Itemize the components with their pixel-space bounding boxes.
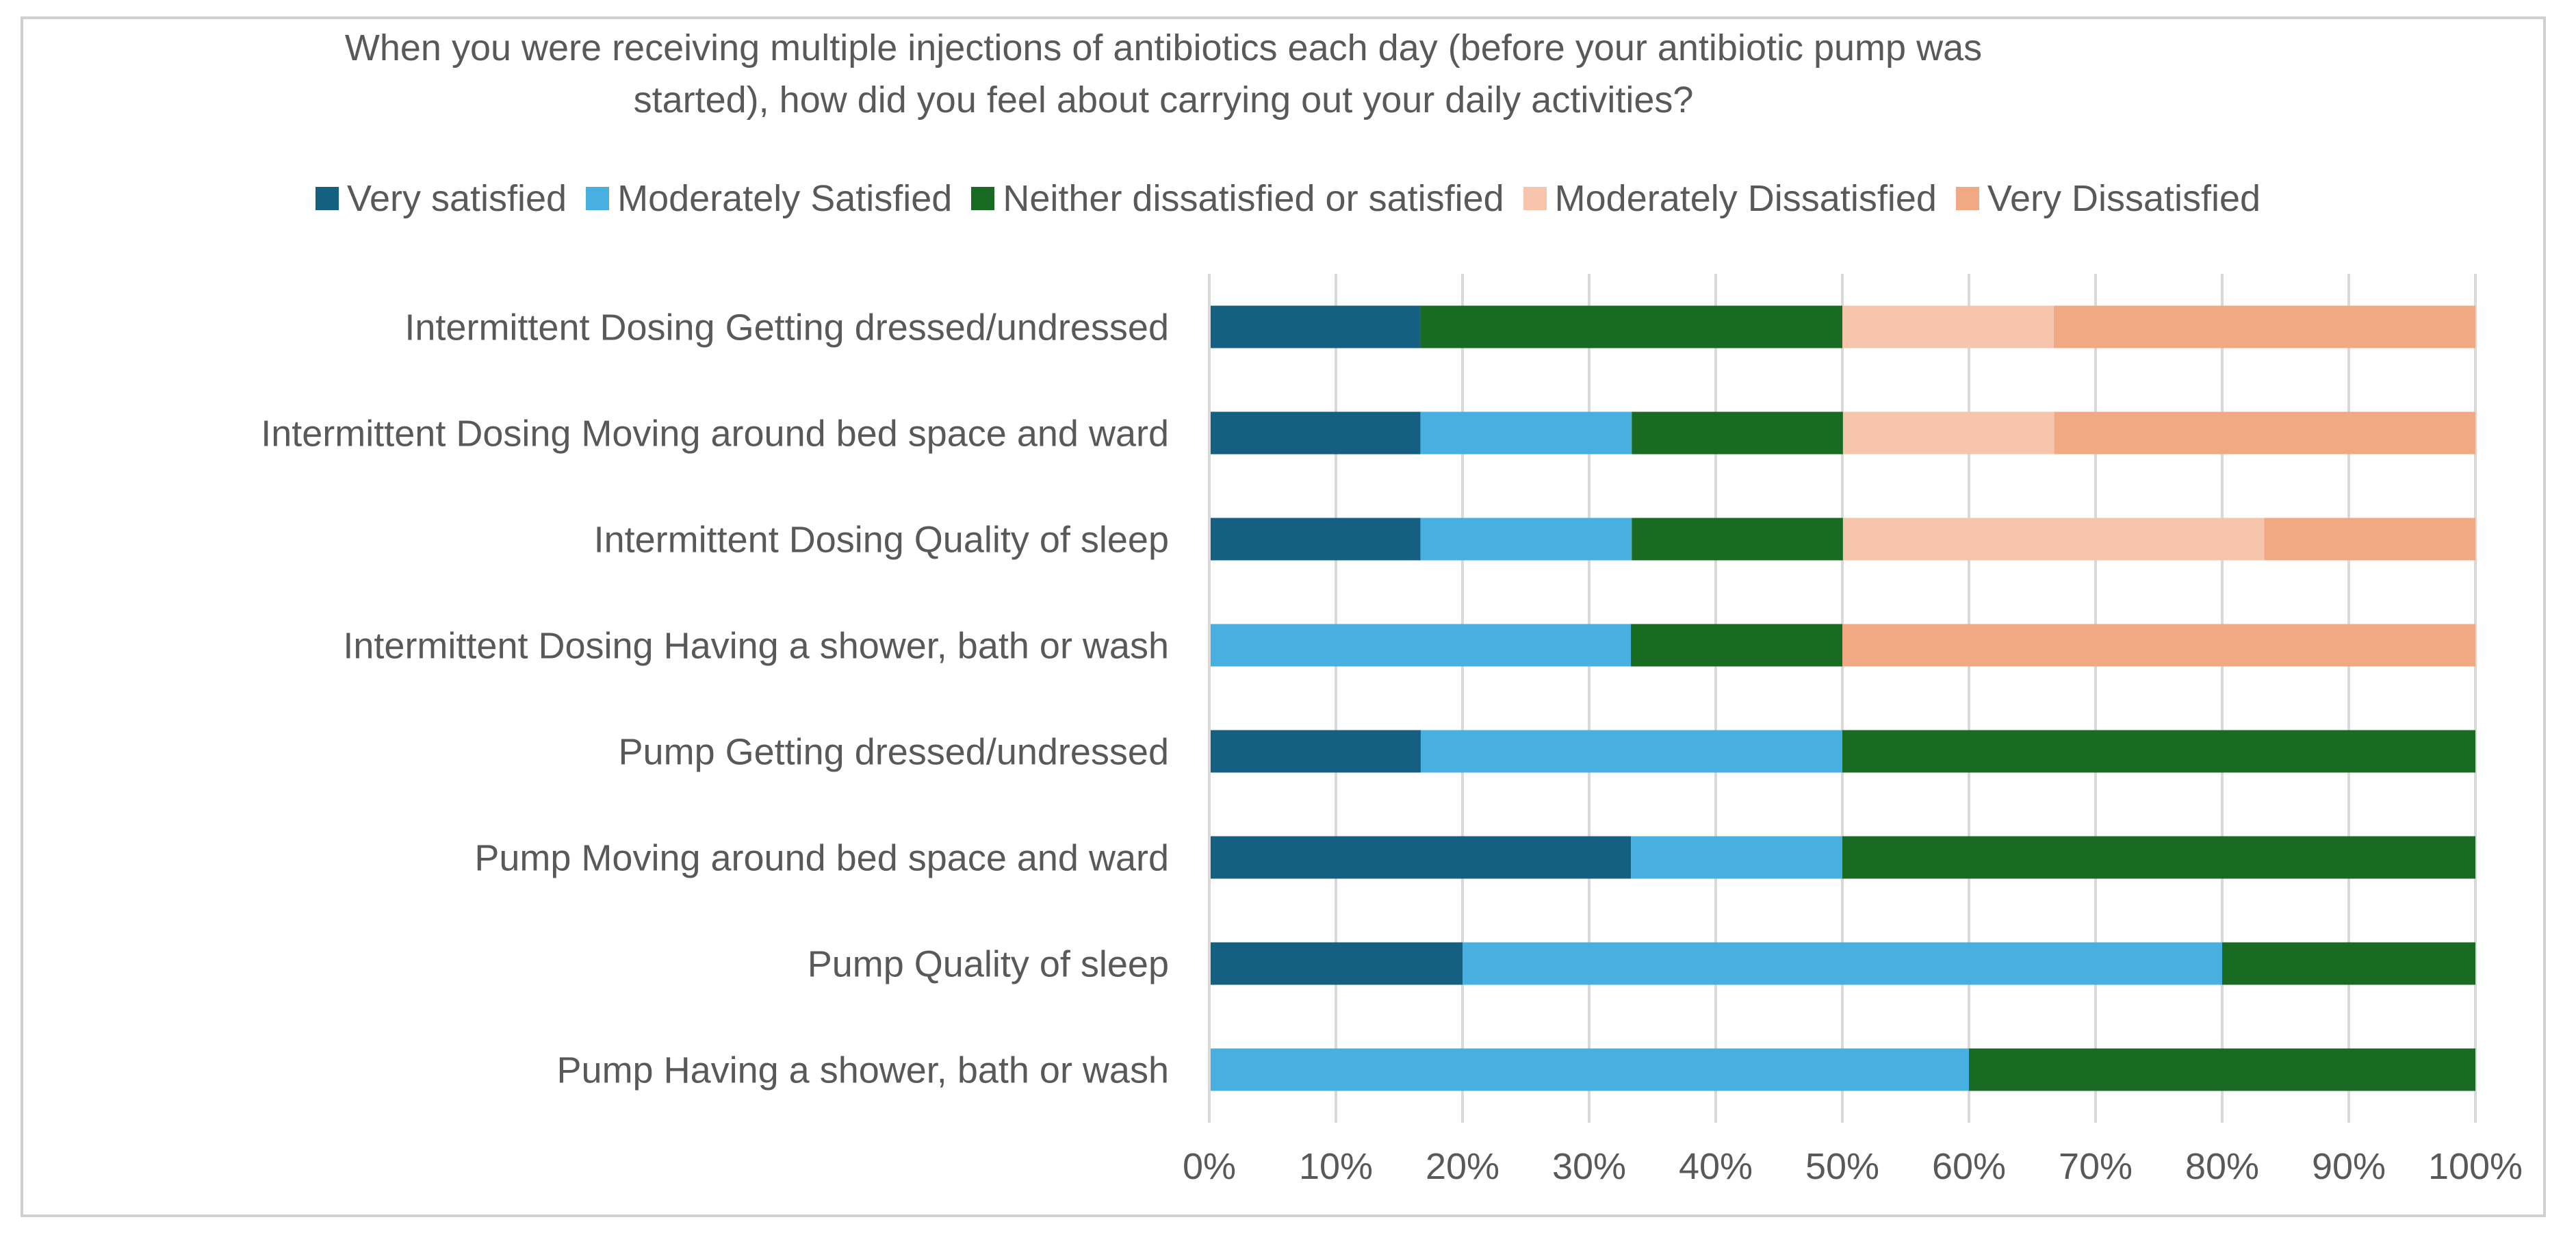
chart-title-line-2: started), how did you feel about carryin… — [633, 79, 1694, 120]
bar-segment-very-dissatisfied — [2054, 411, 2475, 455]
legend-label: Moderately Dissatisfied — [1554, 178, 1937, 219]
bar-segment-moderately-dissatisfied — [1842, 411, 2055, 455]
bar-segment-neither-dissatisfied-or-satisfied — [1842, 730, 2475, 773]
bar-segment-very-dissatisfied — [2264, 518, 2475, 561]
bar-segment-very-satisfied — [1209, 942, 1463, 985]
x-tick-label: 70% — [2059, 1146, 2133, 1187]
category-label: Intermittent Dosing Getting dressed/undr… — [404, 307, 1169, 348]
category-label: Pump Getting dressed/undressed — [619, 732, 1169, 773]
legend-swatch — [586, 187, 610, 210]
bar-segment-neither-dissatisfied-or-satisfied — [1420, 305, 1842, 348]
bar-segment-neither-dissatisfied-or-satisfied — [1631, 624, 1842, 667]
bar-segment-very-satisfied — [1209, 305, 1421, 348]
bar-segment-neither-dissatisfied-or-satisfied — [1969, 1048, 2475, 1091]
legend-label: Very Dissatisfied — [1987, 178, 2261, 219]
bar-segment-neither-dissatisfied-or-satisfied — [1842, 836, 2475, 879]
bar-segment-moderately-dissatisfied — [1842, 305, 2054, 348]
bar-segment-moderately-satisfied — [1209, 624, 1632, 667]
x-tick-label: 100% — [2428, 1146, 2523, 1187]
bar-segment-moderately-satisfied — [1420, 411, 1632, 455]
category-label: Pump Having a shower, bath or wash — [557, 1050, 1169, 1091]
bar-segment-moderately-satisfied — [1209, 1048, 1969, 1091]
legend-item-2: Moderately Satisfied — [586, 177, 952, 220]
legend-item-5: Very Dissatisfied — [1955, 177, 2261, 220]
legend-item-1: Very satisfied — [315, 177, 567, 220]
legend-label: Moderately Satisfied — [617, 178, 953, 219]
x-tick-label: 50% — [1805, 1146, 1879, 1187]
bar-segment-moderately-satisfied — [1420, 518, 1632, 561]
category-label: Intermittent Dosing Quality of sleep — [594, 520, 1169, 561]
legend-item-4: Moderately Dissatisfied — [1523, 177, 1937, 220]
bar-segment-very-satisfied — [1209, 836, 1632, 879]
bar-segment-very-satisfied — [1209, 518, 1421, 561]
bar-segment-moderately-satisfied — [1631, 836, 1842, 879]
chart-legend: Very satisfied Moderately Satisfied Neithe… — [0, 177, 2576, 220]
bar-segment-moderately-satisfied — [1463, 942, 2222, 985]
legend-swatch — [315, 187, 339, 210]
legend-swatch — [971, 187, 995, 210]
bar-segment-moderately-satisfied — [1420, 730, 1842, 773]
category-label: Pump Quality of sleep — [808, 944, 1169, 985]
legend-swatch — [1523, 187, 1547, 210]
legend-label: Very satisfied — [346, 178, 567, 219]
legend-label: Neither dissatisfied or satisfied — [1003, 178, 1504, 219]
x-tick-label: 30% — [1552, 1146, 1626, 1187]
bar-segment-very-satisfied — [1209, 730, 1421, 773]
x-tick-label: 40% — [1679, 1146, 1753, 1187]
bar-segment-very-satisfied — [1209, 411, 1421, 455]
bar-segment-very-dissatisfied — [1842, 624, 2475, 667]
category-label: Intermittent Dosing Moving around bed sp… — [261, 413, 1169, 455]
chart-title-line-1: When you were receiving multiple injecti… — [344, 27, 1983, 68]
chart-title: When you were receiving multiple injecti… — [233, 22, 2094, 126]
x-tick-label: 10% — [1299, 1146, 1373, 1187]
bar-segment-neither-dissatisfied-or-satisfied — [2222, 942, 2475, 985]
legend-swatch — [1955, 187, 1979, 210]
bar-segment-neither-dissatisfied-or-satisfied — [1632, 411, 1843, 455]
bar-segment-very-dissatisfied — [2053, 305, 2475, 348]
chart-frame — [21, 16, 2546, 1217]
x-tick-label: 20% — [1426, 1146, 1499, 1187]
category-label: Pump Moving around bed space and ward — [474, 838, 1169, 879]
bar-segment-neither-dissatisfied-or-satisfied — [1632, 518, 1843, 561]
legend-item-3: Neither dissatisfied or satisfied — [971, 177, 1504, 220]
x-tick-label: 60% — [1932, 1146, 2006, 1187]
x-tick-label: 90% — [2312, 1146, 2386, 1187]
x-tick-label: 80% — [2185, 1146, 2259, 1187]
category-label: Intermittent Dosing Having a shower, bat… — [343, 626, 1169, 667]
x-tick-label: 0% — [1183, 1146, 1236, 1187]
bar-segment-moderately-dissatisfied — [1842, 518, 2265, 561]
